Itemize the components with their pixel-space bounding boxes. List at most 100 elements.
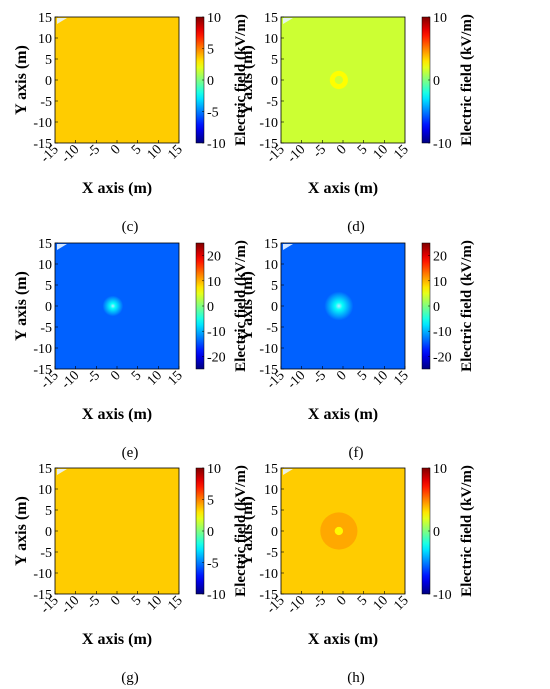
y-tick-label: -15 [259, 588, 278, 603]
x-axis-label: X axis (m) [308, 406, 378, 423]
x-tick-label: -10 [59, 142, 83, 166]
colorbar-label: Electric field (kV/m) [459, 465, 475, 597]
field-ring-core [334, 75, 343, 85]
y-tick-label: -10 [259, 567, 278, 582]
colorbar-label: Electric field (kV/m) [233, 240, 249, 372]
colorbar-tick-label: -20 [433, 350, 452, 365]
corner-artifact [283, 469, 293, 475]
y-tick-label: -15 [259, 363, 278, 378]
x-tick-label: -5 [84, 368, 103, 387]
x-tick-label: 0 [108, 142, 124, 158]
field-glow [102, 295, 124, 317]
y-tick-label: -15 [33, 363, 52, 378]
x-tick-label: 0 [334, 142, 350, 158]
y-axis-label: Y axis (m) [239, 45, 256, 115]
y-tick-label: -5 [266, 95, 278, 110]
y-tick-label: 5 [45, 53, 52, 68]
y-tick-label: 5 [45, 504, 52, 519]
corner-artifact [57, 469, 67, 475]
x-tick-label: 15 [391, 142, 412, 163]
y-axis-label: Y axis (m) [239, 496, 256, 566]
x-tick-label: -10 [285, 593, 309, 617]
x-tick-label: -5 [310, 142, 329, 161]
x-axis-label: X axis (m) [82, 631, 152, 648]
x-tick-label: 5 [355, 593, 371, 609]
y-tick-label: -5 [40, 95, 52, 110]
colorbar-label: Electric field (kV/m) [459, 240, 475, 372]
x-tick-label: -10 [59, 593, 83, 617]
colorbar-tick-label: 10 [207, 275, 221, 290]
field-disk [334, 526, 343, 536]
subplot-caption: (e) [122, 445, 139, 461]
y-tick-label: -5 [40, 546, 52, 561]
colorbar-tick-label: -10 [207, 325, 226, 340]
x-axis-label: X axis (m) [308, 631, 378, 648]
colorbar-tick-label: 0 [433, 300, 440, 315]
colorbar-tick-label: 0 [207, 525, 214, 540]
x-axis-label: X axis (m) [82, 406, 152, 423]
y-tick-label: 15 [38, 237, 52, 252]
x-tick-label: 0 [108, 593, 124, 609]
colorbar-tick-label: -10 [433, 325, 452, 340]
y-tick-label: 10 [264, 32, 278, 47]
x-axis-label: X axis (m) [308, 180, 378, 197]
y-tick-label: -15 [33, 588, 52, 603]
corner-artifact [283, 18, 293, 24]
y-tick-label: 0 [271, 525, 278, 540]
x-tick-label: -10 [59, 368, 83, 392]
y-axis-label: Y axis (m) [13, 271, 30, 341]
colorbar-tick-label: 10 [433, 462, 447, 477]
x-tick-label: 10 [371, 142, 392, 163]
y-tick-label: 5 [271, 504, 278, 519]
colorbar-tick-label: 10 [433, 275, 447, 290]
colorbar-tick-label: 20 [433, 250, 447, 265]
x-tick-label: 15 [391, 368, 412, 389]
colorbar-tick-label: 5 [207, 43, 214, 58]
y-tick-label: 0 [45, 74, 52, 89]
y-tick-label: -10 [259, 116, 278, 131]
colorbar-tick-label: 10 [207, 11, 221, 26]
colorbar-tick-label: -20 [207, 350, 226, 365]
colorbar-tick-label: 10 [433, 11, 447, 26]
x-tick-label: 5 [355, 368, 371, 384]
x-tick-label: 5 [129, 593, 145, 609]
x-tick-label: 10 [371, 593, 392, 614]
colorbar-tick-label: 10 [207, 462, 221, 477]
y-tick-label: -15 [259, 137, 278, 152]
x-tick-label: -5 [84, 593, 103, 612]
subplot-caption: (g) [121, 670, 139, 686]
x-tick-label: -10 [285, 142, 309, 166]
field-glow [324, 291, 354, 321]
corner-artifact [57, 18, 67, 24]
y-tick-label: 0 [271, 74, 278, 89]
x-tick-label: 15 [165, 142, 186, 163]
y-tick-label: -10 [33, 342, 52, 357]
x-tick-label: -10 [285, 368, 309, 392]
colorbar-tick-label: -5 [207, 557, 219, 572]
y-tick-label: 10 [264, 483, 278, 498]
colorbar-tick-label: 5 [207, 494, 214, 509]
subplot-caption: (c) [122, 219, 139, 235]
y-tick-label: 5 [271, 279, 278, 294]
y-tick-label: 0 [45, 300, 52, 315]
y-tick-label: -10 [33, 567, 52, 582]
x-tick-label: -5 [310, 368, 329, 387]
y-tick-label: -5 [266, 321, 278, 336]
corner-artifact [283, 244, 293, 250]
x-tick-label: 15 [391, 593, 412, 614]
subplot-caption: (d) [347, 219, 365, 235]
x-tick-label: 15 [165, 593, 186, 614]
colorbar-tick-label: 0 [207, 300, 214, 315]
y-tick-label: -10 [259, 342, 278, 357]
y-tick-label: 10 [38, 258, 52, 273]
x-tick-label: 10 [145, 593, 166, 614]
y-tick-label: 5 [271, 53, 278, 68]
y-tick-label: -15 [33, 137, 52, 152]
field-map [55, 17, 179, 143]
y-tick-label: 10 [38, 483, 52, 498]
